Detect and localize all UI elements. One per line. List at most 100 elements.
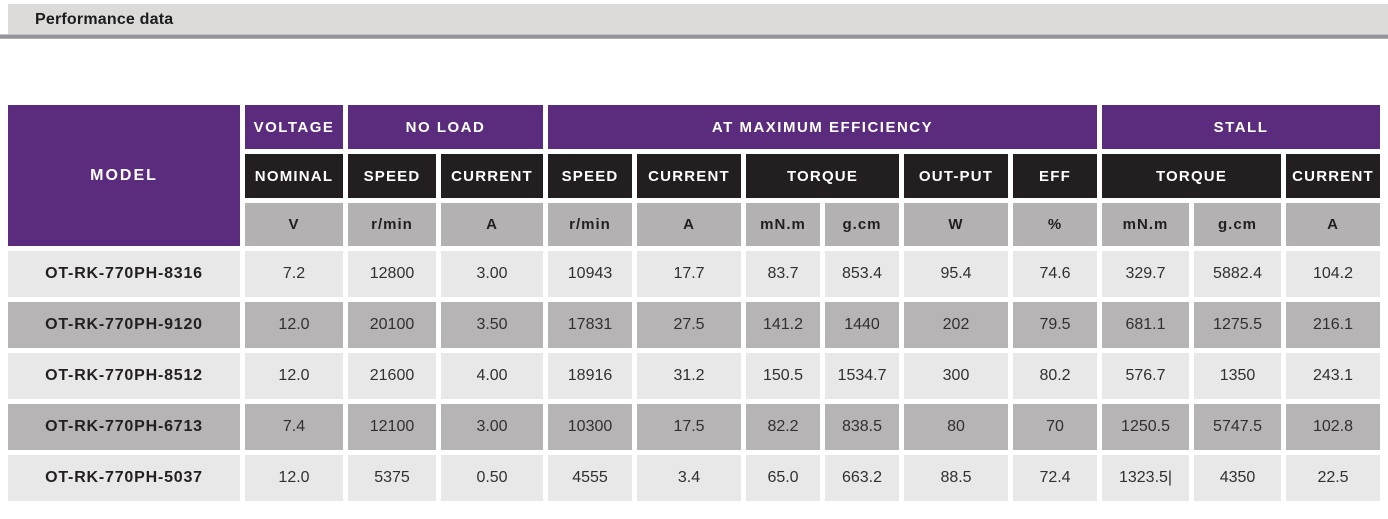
- value-cell: 10943: [548, 251, 633, 297]
- unit-percent: %: [1013, 203, 1098, 246]
- value-cell: 5747.5: [1194, 404, 1282, 450]
- value-cell: 12100: [348, 404, 436, 450]
- unit-gcm-stall: g.cm: [1194, 203, 1282, 246]
- table-row: OT-RK-770PH-9120 12.0 20100 3.50 17831 27.5 14…: [8, 302, 1381, 348]
- value-cell: 17.5: [637, 404, 742, 450]
- value-cell: 5375: [348, 455, 436, 501]
- unit-header-row: V r/min A r/min A mN.m g.cm W % mN.m g.c…: [8, 203, 1381, 246]
- value-cell: 65.0: [746, 455, 821, 501]
- value-cell: 1350: [1194, 353, 1282, 399]
- value-cell: 681.1: [1102, 302, 1190, 348]
- value-cell: 80: [904, 404, 1009, 450]
- value-cell: 17831: [548, 302, 633, 348]
- table-body: OT-RK-770PH-8316 7.2 12800 3.00 10943 17.7 83.…: [8, 251, 1381, 501]
- value-cell: 1323.5|: [1102, 455, 1190, 501]
- sub-header-maxeff-torque: TORQUE: [746, 154, 900, 198]
- value-cell: 10300: [548, 404, 633, 450]
- table-row: OT-RK-770PH-8316 7.2 12800 3.00 10943 17.7 83.…: [8, 251, 1381, 297]
- value-cell: 4350: [1194, 455, 1282, 501]
- sub-header-maxeff-current: CURRENT: [637, 154, 742, 198]
- model-cell: OT-RK-770PH-8512: [8, 353, 240, 399]
- group-header-stall: STALL: [1102, 105, 1381, 149]
- table-row: OT-RK-770PH-6713 7.4 12100 3.00 10300 17.5 82.…: [8, 404, 1381, 450]
- value-cell: 82.2: [746, 404, 821, 450]
- table-row: OT-RK-770PH-8512 12.0 21600 4.00 18916 31.2 15…: [8, 353, 1381, 399]
- value-cell: 1250.5: [1102, 404, 1190, 450]
- sub-header-stall-current: CURRENT: [1286, 154, 1381, 198]
- unit-a-stall: A: [1286, 203, 1381, 246]
- value-cell: 4.00: [441, 353, 544, 399]
- table-row: OT-RK-770PH-5037 12.0 5375 0.50 4555 3.4 65.0 6…: [8, 455, 1381, 501]
- unit-a-maxeff: A: [637, 203, 742, 246]
- value-cell: 88.5: [904, 455, 1009, 501]
- unit-w: W: [904, 203, 1009, 246]
- value-cell: 21600: [348, 353, 436, 399]
- title-bar: Performance data: [8, 4, 1388, 34]
- value-cell: 7.2: [245, 251, 343, 297]
- value-cell: 17.7: [637, 251, 742, 297]
- value-cell: 3.4: [637, 455, 742, 501]
- unit-mnm-maxeff: mN.m: [746, 203, 821, 246]
- sub-header-eff: EFF: [1013, 154, 1098, 198]
- value-cell: 12.0: [245, 455, 343, 501]
- value-cell: 83.7: [746, 251, 821, 297]
- value-cell: 3.50: [441, 302, 544, 348]
- value-cell: 838.5: [825, 404, 900, 450]
- value-cell: 5882.4: [1194, 251, 1282, 297]
- value-cell: 243.1: [1286, 353, 1381, 399]
- performance-table: MODEL VOLTAGE NO LOAD AT MAXIMUM EFFICIE…: [3, 100, 1385, 506]
- value-cell: 18916: [548, 353, 633, 399]
- value-cell: 102.8: [1286, 404, 1381, 450]
- sub-header-maxeff-speed: SPEED: [548, 154, 633, 198]
- sub-header-noload-current: CURRENT: [441, 154, 544, 198]
- value-cell: 22.5: [1286, 455, 1381, 501]
- unit-gcm-maxeff: g.cm: [825, 203, 900, 246]
- title-divider: [0, 34, 1388, 39]
- value-cell: 79.5: [1013, 302, 1098, 348]
- group-header-voltage: VOLTAGE: [245, 105, 343, 149]
- group-header-no-load: NO LOAD: [348, 105, 544, 149]
- unit-rmin-noload: r/min: [348, 203, 436, 246]
- value-cell: 150.5: [746, 353, 821, 399]
- value-cell: 1440: [825, 302, 900, 348]
- value-cell: 300: [904, 353, 1009, 399]
- value-cell: 329.7: [1102, 251, 1190, 297]
- value-cell: 74.6: [1013, 251, 1098, 297]
- page-title: Performance data: [35, 11, 174, 28]
- unit-mnm-stall: mN.m: [1102, 203, 1190, 246]
- value-cell: 31.2: [637, 353, 742, 399]
- sub-header-nominal: NOMINAL: [245, 154, 343, 198]
- value-cell: 72.4: [1013, 455, 1098, 501]
- value-cell: 3.00: [441, 251, 544, 297]
- sub-header-stall-torque: TORQUE: [1102, 154, 1282, 198]
- value-cell: 104.2: [1286, 251, 1381, 297]
- value-cell: 663.2: [825, 455, 900, 501]
- value-cell: 202: [904, 302, 1009, 348]
- value-cell: 3.00: [441, 404, 544, 450]
- model-cell: OT-RK-770PH-5037: [8, 455, 240, 501]
- value-cell: 1534.7: [825, 353, 900, 399]
- sub-header-row: NOMINAL SPEED CURRENT SPEED CURRENT TORQ…: [8, 154, 1381, 198]
- value-cell: 0.50: [441, 455, 544, 501]
- value-cell: 12800: [348, 251, 436, 297]
- group-header-row: MODEL VOLTAGE NO LOAD AT MAXIMUM EFFICIE…: [8, 105, 1381, 246]
- model-cell: OT-RK-770PH-9120: [8, 302, 240, 348]
- value-cell: 576.7: [1102, 353, 1190, 399]
- value-cell: 4555: [548, 455, 633, 501]
- sub-header-noload-speed: SPEED: [348, 154, 436, 198]
- sub-header-output: OUT-PUT: [904, 154, 1009, 198]
- value-cell: 80.2: [1013, 353, 1098, 399]
- value-cell: 12.0: [245, 353, 343, 399]
- model-cell: OT-RK-770PH-6713: [8, 404, 240, 450]
- value-cell: 12.0: [245, 302, 343, 348]
- value-cell: 853.4: [825, 251, 900, 297]
- unit-a-noload: A: [441, 203, 544, 246]
- value-cell: 70: [1013, 404, 1098, 450]
- value-cell: 95.4: [904, 251, 1009, 297]
- group-header-max-efficiency: AT MAXIMUM EFFICIENCY: [548, 105, 1098, 149]
- model-cell: OT-RK-770PH-8316: [8, 251, 240, 297]
- value-cell: 7.4: [245, 404, 343, 450]
- group-header-model: MODEL: [8, 105, 240, 246]
- value-cell: 216.1: [1286, 302, 1381, 348]
